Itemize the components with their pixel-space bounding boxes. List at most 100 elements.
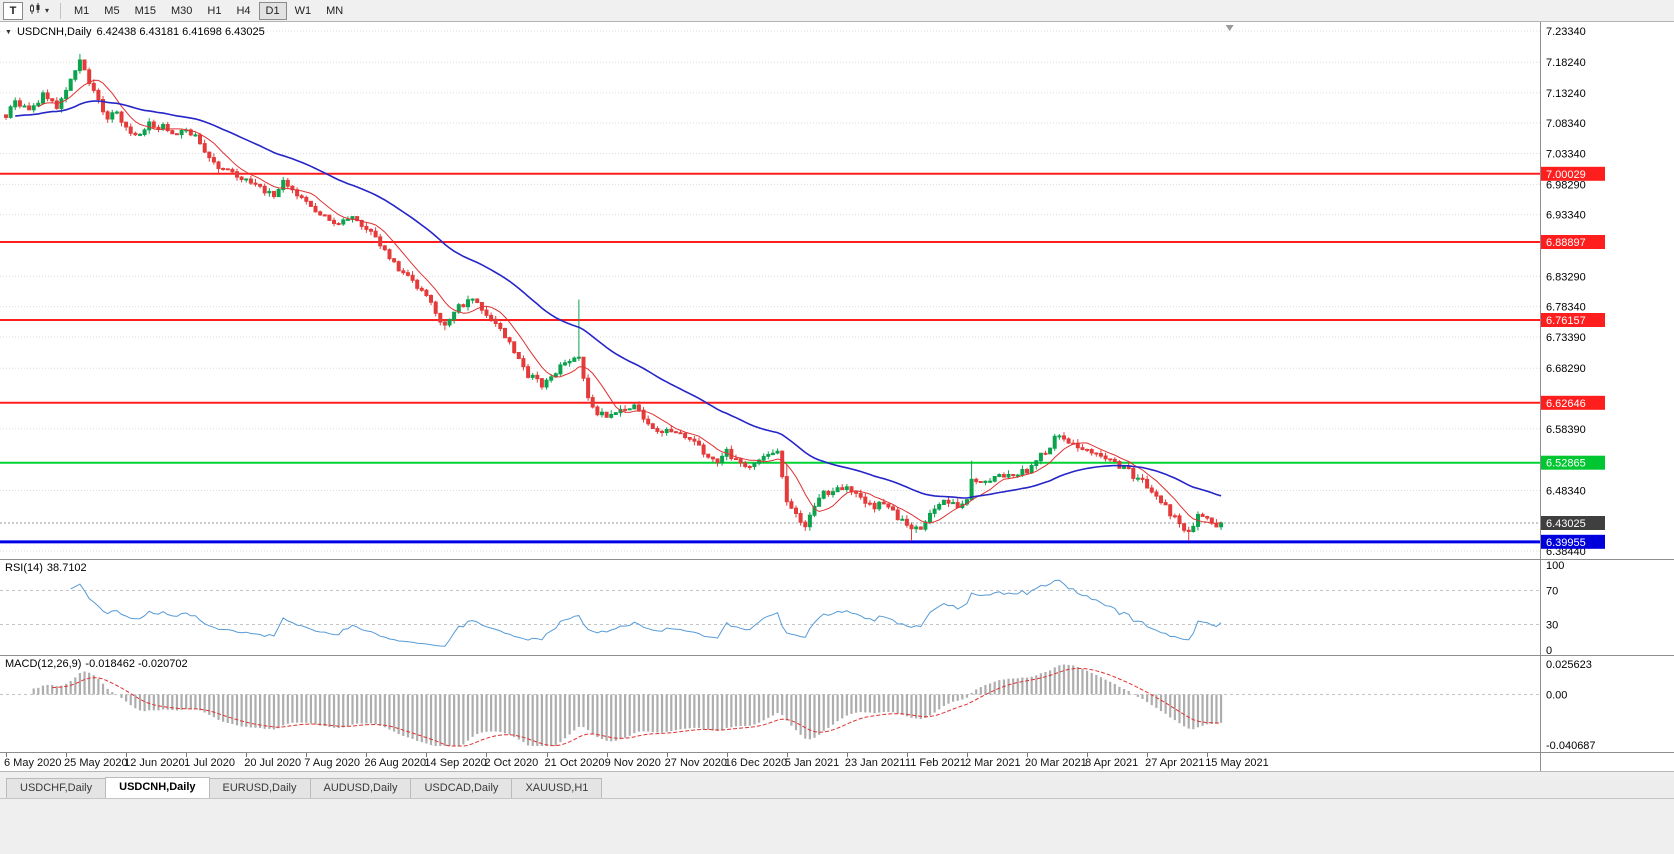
collapse-triangle-icon[interactable]: ▼ xyxy=(5,28,12,36)
candle[interactable] xyxy=(928,509,932,525)
candle[interactable] xyxy=(507,336,512,345)
candle[interactable] xyxy=(692,435,697,446)
candle[interactable] xyxy=(1182,523,1187,533)
toolbar-t-button[interactable]: T xyxy=(3,1,23,20)
candle[interactable] xyxy=(318,210,323,216)
candle[interactable] xyxy=(761,453,766,463)
candle[interactable] xyxy=(844,484,849,493)
candle[interactable] xyxy=(1200,512,1205,517)
chart-shift-marker[interactable] xyxy=(1225,25,1234,31)
candle[interactable] xyxy=(512,341,517,354)
candle[interactable] xyxy=(613,412,618,416)
candle[interactable] xyxy=(327,214,332,221)
candle[interactable] xyxy=(276,188,281,198)
candle[interactable] xyxy=(798,510,803,526)
chart-tab-usdchf-daily[interactable]: USDCHF,Daily xyxy=(6,778,107,798)
candle[interactable] xyxy=(1154,489,1159,500)
candle[interactable] xyxy=(50,98,55,103)
candle[interactable] xyxy=(262,183,267,196)
candle[interactable] xyxy=(322,214,327,217)
candle[interactable] xyxy=(595,405,600,417)
candle[interactable] xyxy=(207,151,212,162)
candle[interactable] xyxy=(36,100,41,108)
candle[interactable] xyxy=(904,515,909,528)
candle[interactable] xyxy=(188,128,193,137)
candle[interactable] xyxy=(22,103,27,108)
rsi-canvas[interactable]: 100 70 30 0 xyxy=(0,560,1674,655)
candle[interactable] xyxy=(392,258,397,264)
candle[interactable] xyxy=(419,286,424,292)
candle[interactable] xyxy=(946,496,951,507)
candle[interactable] xyxy=(142,128,147,137)
candle[interactable] xyxy=(918,526,923,530)
timeframe-button-h1[interactable]: H1 xyxy=(200,2,228,20)
main-chart-panel[interactable]: 7.23340 7.18240 7.13240 7.08340 7.03340 6.982… xyxy=(0,22,1674,559)
candle[interactable] xyxy=(151,119,156,130)
candle[interactable] xyxy=(752,462,757,470)
candle[interactable] xyxy=(31,103,36,113)
timeframe-button-w1[interactable]: W1 xyxy=(288,2,319,20)
candle[interactable] xyxy=(604,411,609,418)
candle[interactable] xyxy=(803,520,808,531)
candle[interactable] xyxy=(396,260,401,272)
candle[interactable] xyxy=(332,217,336,227)
candle[interactable] xyxy=(202,139,207,153)
candle[interactable] xyxy=(872,500,877,513)
candle[interactable] xyxy=(567,358,572,367)
candle[interactable] xyxy=(881,499,886,505)
candle[interactable] xyxy=(775,448,780,455)
candle[interactable] xyxy=(1112,457,1117,462)
candle[interactable] xyxy=(41,90,45,105)
candle[interactable] xyxy=(119,110,124,127)
candle[interactable] xyxy=(978,481,983,483)
candle[interactable] xyxy=(544,378,549,390)
candle[interactable] xyxy=(138,133,142,137)
candle[interactable] xyxy=(452,311,457,324)
candle[interactable] xyxy=(641,407,646,423)
candle[interactable] xyxy=(378,234,383,249)
candle[interactable] xyxy=(13,97,18,111)
candle[interactable] xyxy=(1029,462,1034,474)
candle[interactable] xyxy=(45,89,50,102)
candle[interactable] xyxy=(272,190,276,199)
candle[interactable] xyxy=(114,110,119,115)
candle[interactable] xyxy=(780,450,785,479)
candle[interactable] xyxy=(886,503,891,510)
candle[interactable] xyxy=(230,167,235,173)
candle[interactable] xyxy=(1186,526,1191,541)
candle[interactable] xyxy=(983,480,988,486)
candle[interactable] xyxy=(1117,460,1122,469)
candle[interactable] xyxy=(248,176,253,185)
candle[interactable] xyxy=(747,465,752,471)
candle[interactable] xyxy=(576,299,581,361)
candle[interactable] xyxy=(503,327,507,339)
candle[interactable] xyxy=(997,473,1002,478)
candle[interactable] xyxy=(77,53,82,74)
candle[interactable] xyxy=(923,520,928,532)
candle[interactable] xyxy=(1052,433,1057,451)
candle[interactable] xyxy=(516,352,521,360)
candle[interactable] xyxy=(937,502,942,511)
candle[interactable] xyxy=(1098,450,1103,459)
main-chart-canvas[interactable]: 7.23340 7.18240 7.13240 7.08340 7.03340 6.982… xyxy=(0,22,1674,559)
candle[interactable] xyxy=(267,188,272,197)
timeframe-button-m5[interactable]: M5 xyxy=(97,2,126,20)
candle[interactable] xyxy=(59,96,64,113)
candle[interactable] xyxy=(757,458,762,466)
candle[interactable] xyxy=(8,104,13,119)
candle[interactable] xyxy=(784,465,789,506)
candle[interactable] xyxy=(239,175,244,183)
candle[interactable] xyxy=(442,319,447,331)
candle[interactable] xyxy=(863,493,868,508)
candle[interactable] xyxy=(373,227,378,238)
candle[interactable] xyxy=(660,429,664,437)
candle[interactable] xyxy=(1172,513,1177,519)
candle[interactable] xyxy=(382,244,387,252)
timeframe-button-mn[interactable]: MN xyxy=(319,2,350,20)
timeframe-button-m15[interactable]: M15 xyxy=(128,2,163,20)
candle[interactable] xyxy=(498,321,503,332)
candle[interactable] xyxy=(609,410,614,419)
candle[interactable] xyxy=(669,425,674,433)
candle[interactable] xyxy=(170,129,175,135)
candle[interactable] xyxy=(673,430,678,434)
